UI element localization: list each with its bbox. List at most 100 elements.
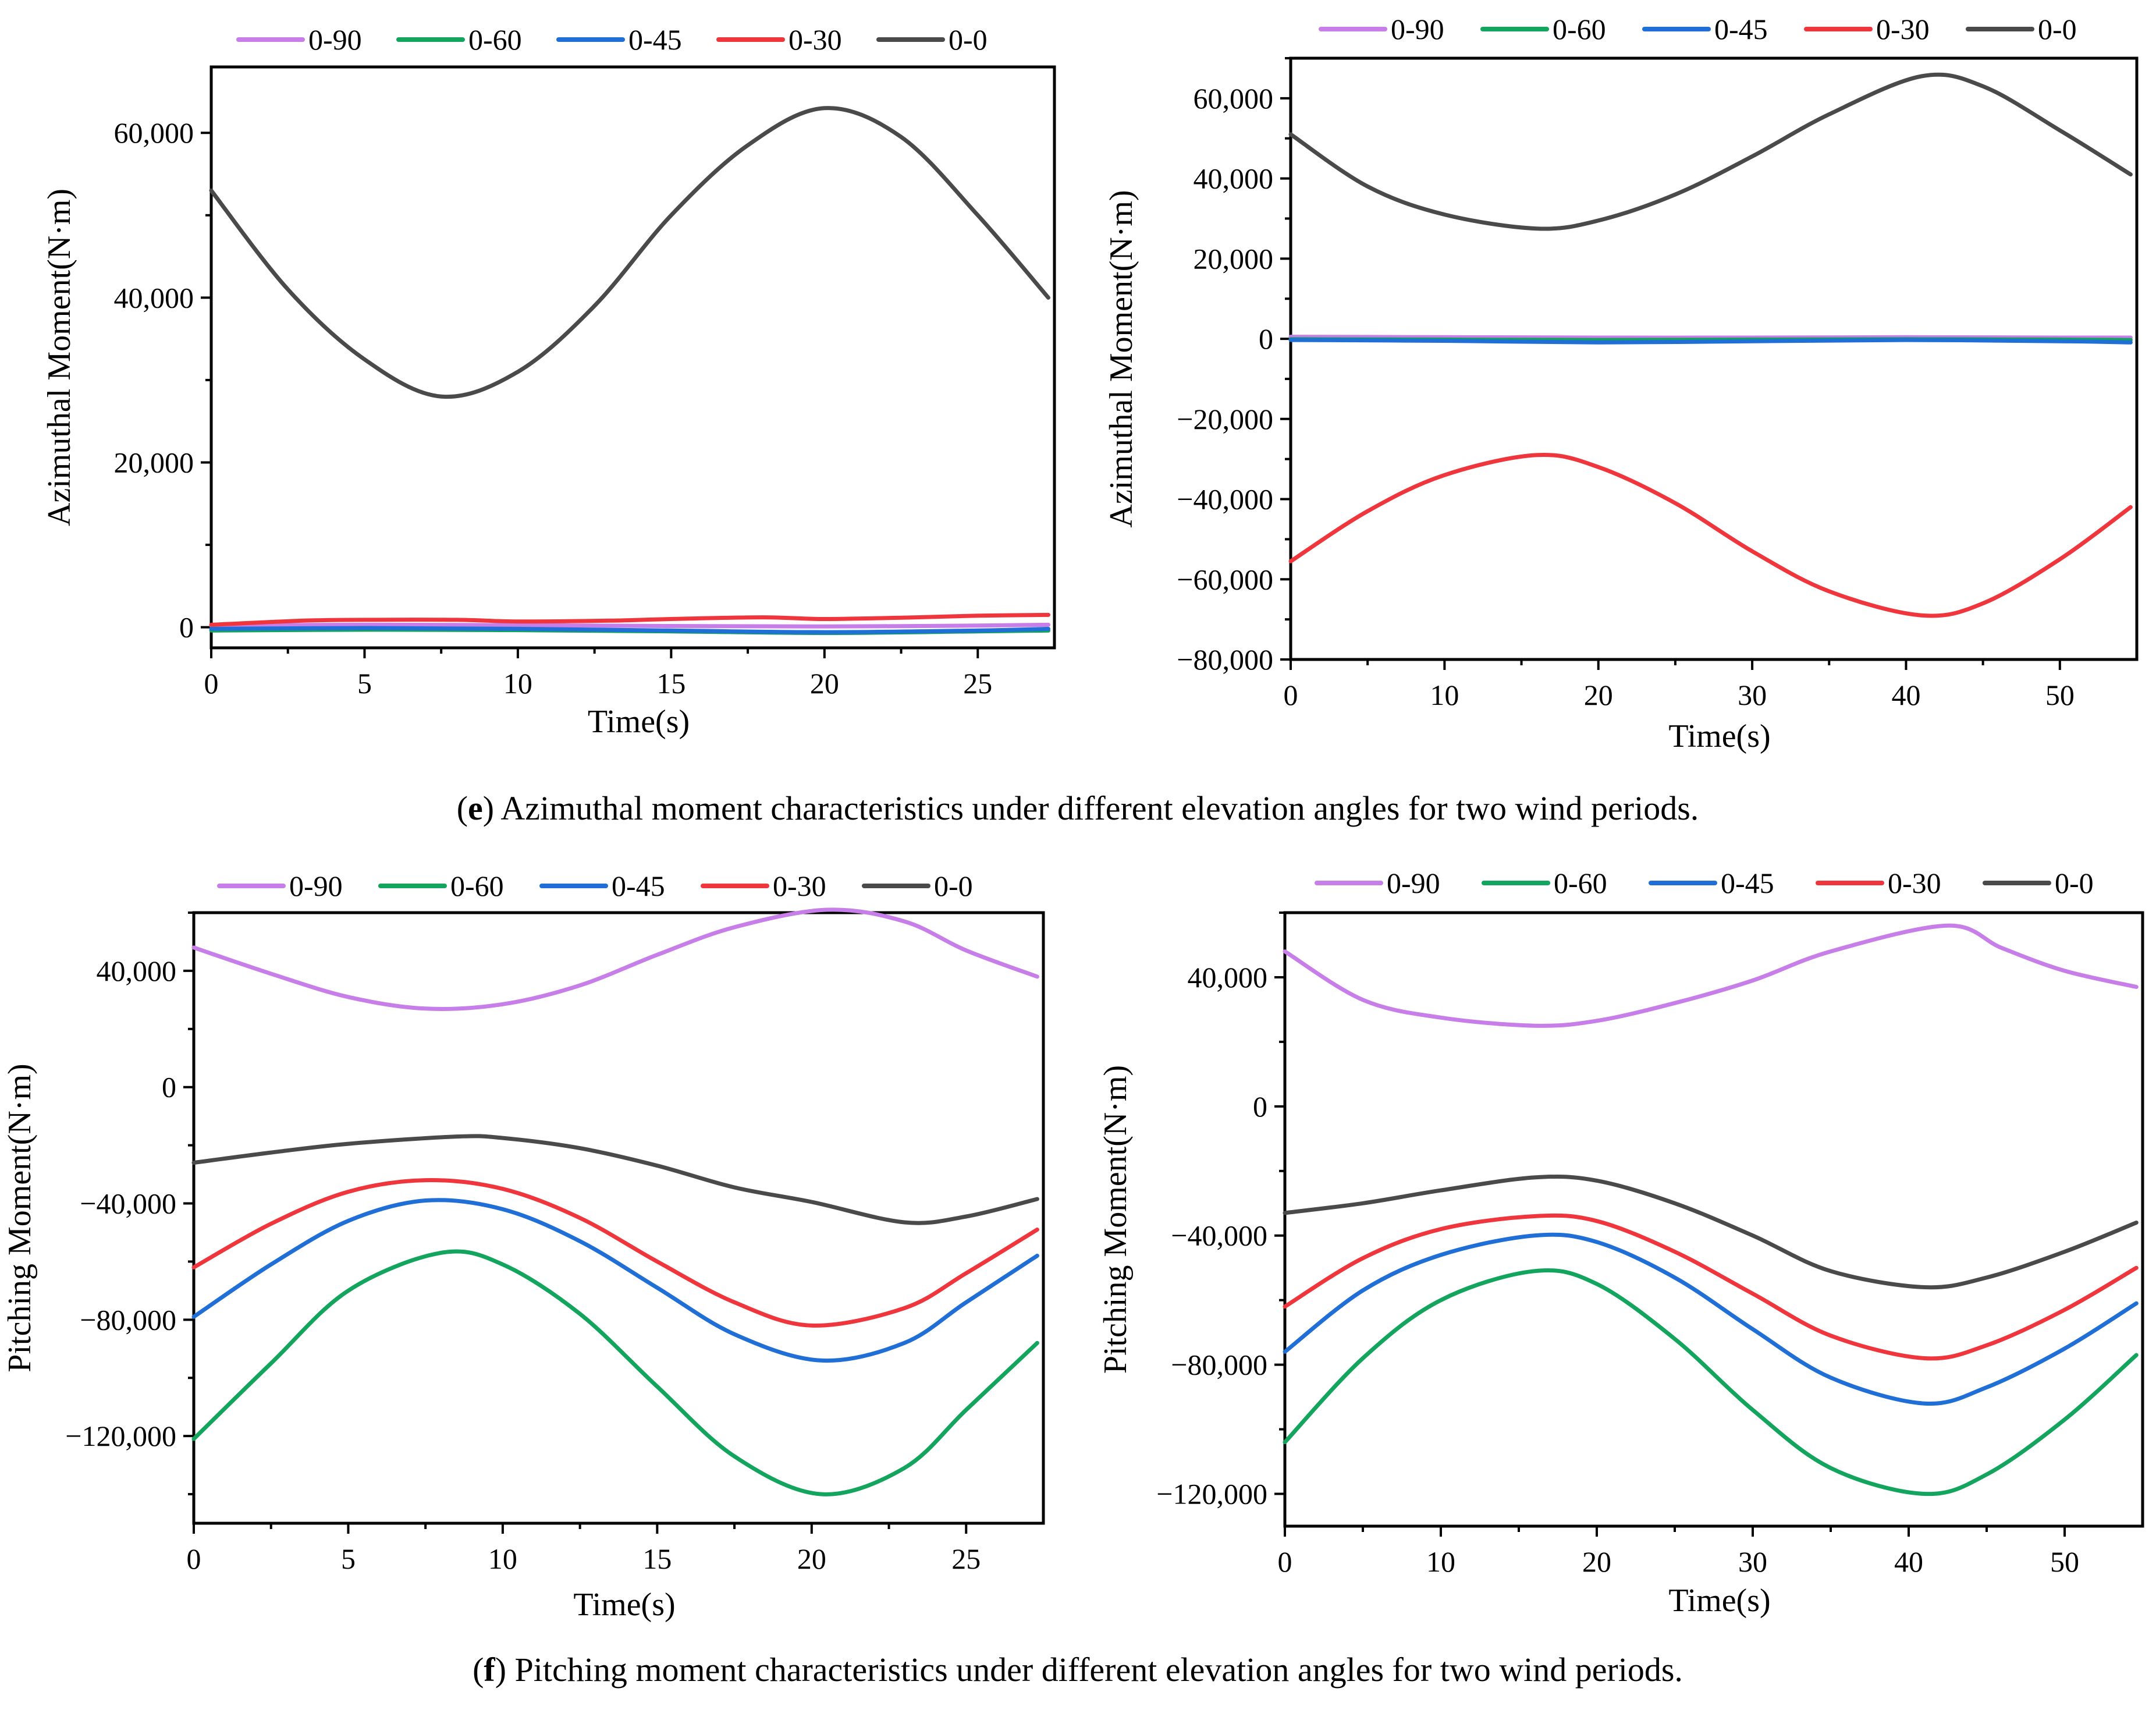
series-line-0-30 <box>209 612 1050 627</box>
x-tick-label: 10 <box>488 1542 517 1575</box>
y-tick-label: 60,000 <box>1194 82 1274 115</box>
legend-label-0-90: 0-90 <box>1391 13 1444 45</box>
chart-e-right: 0 10 20 30 40 50 −80,000 −60,000 −40,000 −20,000 0… <box>1103 13 2139 754</box>
y-tick-label: −20,000 <box>1177 403 1273 435</box>
x-tick-label: 40 <box>1894 1545 1923 1578</box>
series-line-0-90 <box>209 622 1050 629</box>
x-tick-label: 50 <box>2050 1545 2079 1578</box>
y-tick-label: 0 <box>179 611 194 644</box>
series-line-0-60 <box>191 1249 1039 1496</box>
legend-label-0-30: 0-30 <box>1876 13 1930 45</box>
caption-e-letter: e <box>468 789 483 827</box>
legend-label-0-90: 0-90 <box>308 23 362 56</box>
legend-label-0-30: 0-30 <box>788 23 842 56</box>
legend-label-0-0: 0-0 <box>2055 867 2094 899</box>
plot-frame <box>1289 56 2139 661</box>
y-axis-label: Azimuthal Moment(N·m) <box>41 189 77 526</box>
y-tick-label: 20,000 <box>1194 242 1274 275</box>
x-tick-label: 0 <box>187 1542 201 1575</box>
y-tick-label: 40,000 <box>1194 162 1274 195</box>
series-line-0-90 <box>191 907 1039 1011</box>
x-tick-label: 40 <box>1891 679 1920 711</box>
chart-f-left: 0 5 10 15 20 25 −120,000 −80,000 −40,000 0 40,000 T… <box>2 870 1045 1623</box>
x-axis-label: Time(s) <box>588 704 690 740</box>
y-axis-label: Pitching Moment(N·m) <box>2 1063 38 1372</box>
caption-f: (f) Pitching moment characteristics unde… <box>473 1651 1683 1689</box>
y-tick-label: −40,000 <box>1171 1219 1267 1252</box>
y-tick-label: 40,000 <box>1188 961 1268 994</box>
series-line-0-0 <box>1283 1174 2139 1290</box>
legend-label-0-0: 0-0 <box>2038 13 2077 45</box>
x-tick-label: 20 <box>1584 679 1613 711</box>
x-tick-label: 0 <box>1278 1545 1292 1578</box>
legend-label-0-45: 0-45 <box>1714 13 1768 45</box>
series-line-0-0 <box>1288 72 2133 231</box>
y-tick-label: −120,000 <box>65 1420 176 1452</box>
x-tick-label: 25 <box>963 667 992 700</box>
y-axis-label: Pitching Moment(N·m) <box>1097 1065 1134 1374</box>
series-line-0-30 <box>1283 1213 2139 1361</box>
legend-label-0-45: 0-45 <box>1721 867 1774 899</box>
chart-f-right: 0 10 20 30 40 50 −120,000 −80,000 −40,000 0 40,000… <box>1097 867 2144 1619</box>
y-tick-label: −80,000 <box>1171 1349 1267 1381</box>
series-line-0-60 <box>1283 1268 2139 1496</box>
plot-frame <box>209 65 1056 650</box>
legend-label-0-90: 0-90 <box>1387 867 1440 899</box>
x-tick-label: 15 <box>656 667 685 700</box>
legend-label-0-60: 0-60 <box>450 870 504 902</box>
series-line-0-45 <box>1283 1232 2139 1406</box>
y-tick-label: −40,000 <box>80 1187 176 1220</box>
y-tick-label: −80,000 <box>1177 643 1273 676</box>
series-line-0-0 <box>191 1134 1039 1225</box>
legend-label-0-30: 0-30 <box>1888 867 1941 899</box>
caption-f-text: ) Pitching moment characteristics under … <box>495 1651 1683 1689</box>
legend-label-0-0: 0-0 <box>949 23 988 56</box>
y-tick-label: 0 <box>1253 1090 1267 1123</box>
x-axis-label: Time(s) <box>573 1587 675 1623</box>
x-axis-label: Time(s) <box>1668 718 1770 754</box>
y-tick-label: 40,000 <box>114 281 194 314</box>
series-line-0-45 <box>209 626 1050 634</box>
legend-label-0-30: 0-30 <box>773 870 826 902</box>
y-tick-label: −120,000 <box>1156 1478 1267 1510</box>
x-tick-label: 30 <box>1738 679 1767 711</box>
y-tick-label: 60,000 <box>114 116 194 149</box>
x-tick-label: 0 <box>204 667 219 700</box>
series-line-0-0 <box>209 106 1050 399</box>
y-tick-label: −60,000 <box>1177 563 1273 595</box>
legend-label-0-60: 0-60 <box>1554 867 1607 899</box>
series-line-0-45 <box>191 1198 1039 1363</box>
x-tick-label: 20 <box>1582 1545 1611 1578</box>
chart-e-left: 0 5 10 15 20 25 0 20,000 40,000 60,000 Time(s) Azim… <box>41 23 1056 740</box>
x-tick-label: 5 <box>357 667 372 700</box>
legend-label-0-0: 0-0 <box>934 870 973 902</box>
x-tick-label: 0 <box>1284 679 1298 711</box>
legend-label-0-60: 0-60 <box>468 23 522 56</box>
y-tick-label: 0 <box>1259 322 1273 355</box>
caption-e: (e) Azimuthal moment characteristics und… <box>457 789 1699 827</box>
x-tick-label: 10 <box>1426 1545 1455 1578</box>
x-tick-label: 15 <box>642 1542 672 1575</box>
y-tick-label: −80,000 <box>80 1303 176 1336</box>
x-tick-label: 20 <box>810 667 839 700</box>
series-line-0-30 <box>191 1178 1039 1328</box>
series-line-0-90 <box>1283 923 2139 1028</box>
legend-label-0-45: 0-45 <box>612 870 665 902</box>
caption-f-letter: f <box>484 1651 495 1689</box>
x-axis-label: Time(s) <box>1668 1583 1770 1619</box>
legend-label-0-60: 0-60 <box>1553 13 1606 45</box>
x-tick-label: 5 <box>341 1542 356 1575</box>
series-line-0-30 <box>1288 452 2133 618</box>
x-tick-label: 10 <box>1430 679 1459 711</box>
y-axis-label: Azimuthal Moment(N·m) <box>1103 190 1139 527</box>
x-tick-label: 50 <box>2045 679 2075 711</box>
y-tick-label: 20,000 <box>114 446 194 478</box>
x-tick-label: 30 <box>1738 1545 1767 1578</box>
series-line-0-45 <box>1288 338 2133 345</box>
plot-frame <box>192 911 1045 1525</box>
y-tick-label: −40,000 <box>1177 483 1273 516</box>
x-tick-label: 20 <box>797 1542 826 1575</box>
x-tick-label: 10 <box>503 667 532 700</box>
